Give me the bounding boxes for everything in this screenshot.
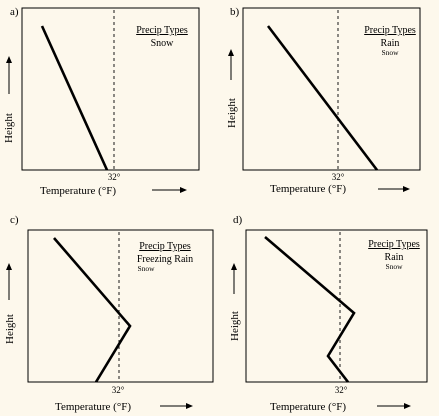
panel-a-frame xyxy=(21,7,200,171)
panel-d: d) Precip Types Rain Snow 32° Height Tem… xyxy=(229,214,428,413)
panel-b-x-axis-label: Temperature (°F) xyxy=(270,183,346,195)
panel-a-freezing-label: 32° xyxy=(108,172,121,182)
panel-a-label: a) xyxy=(10,6,19,18)
panel-c-frame xyxy=(27,229,214,383)
panel-a-temperature-profile xyxy=(40,25,109,171)
panel-d-x-axis-label: Temperature (°F) xyxy=(270,401,346,413)
panel-b-freezing-label: 32° xyxy=(332,172,345,182)
panel-c-x-axis-label: Temperature (°F) xyxy=(55,401,131,413)
panel-d-precip-small: Snow xyxy=(385,262,403,271)
panel-d-precip-title: Precip Types xyxy=(368,239,420,250)
panel-b-label: b) xyxy=(230,6,240,18)
panel-a-precip-main: Snow xyxy=(151,38,175,49)
panel-b-temperature-profile xyxy=(266,25,379,171)
panel-d-frame xyxy=(245,229,428,383)
panel-b-precip-main: Rain xyxy=(381,38,400,49)
panel-c-y-axis-label: Height xyxy=(4,314,16,344)
panel-c-precip-title: Precip Types xyxy=(139,241,191,252)
panel-b: b) Precip Types Rain Snow 32° Height Tem… xyxy=(226,6,421,195)
panel-d-freezing-label: 32° xyxy=(335,385,348,395)
panel-a-precip-title: Precip Types xyxy=(136,25,188,36)
panel-a-y-axis-label: Height xyxy=(3,113,15,143)
panel-c-temperature-profile xyxy=(53,237,132,383)
panel-a: a) Precip Types Snow 32° Height Temperat… xyxy=(3,6,200,197)
panel-b-frame xyxy=(242,7,421,171)
panel-c-freezing-label: 32° xyxy=(112,385,125,395)
panel-c-precip-small: Snow xyxy=(137,264,155,273)
panel-a-x-axis-label: Temperature (°F) xyxy=(40,185,116,197)
panel-d-label: d) xyxy=(233,214,243,226)
panel-d-temperature-profile xyxy=(264,236,356,383)
panel-b-y-axis-label: Height xyxy=(226,98,238,128)
panel-c-precip-main: Freezing Rain xyxy=(137,254,193,265)
panel-b-precip-small: Snow xyxy=(381,48,399,57)
panel-d-y-axis-label: Height xyxy=(229,311,241,341)
panel-b-precip-title: Precip Types xyxy=(364,25,416,36)
panel-c: c) Precip Types Freezing Rain Snow 32° H… xyxy=(4,214,214,413)
panel-c-label: c) xyxy=(10,214,19,226)
panel-d-precip-main: Rain xyxy=(385,252,404,263)
